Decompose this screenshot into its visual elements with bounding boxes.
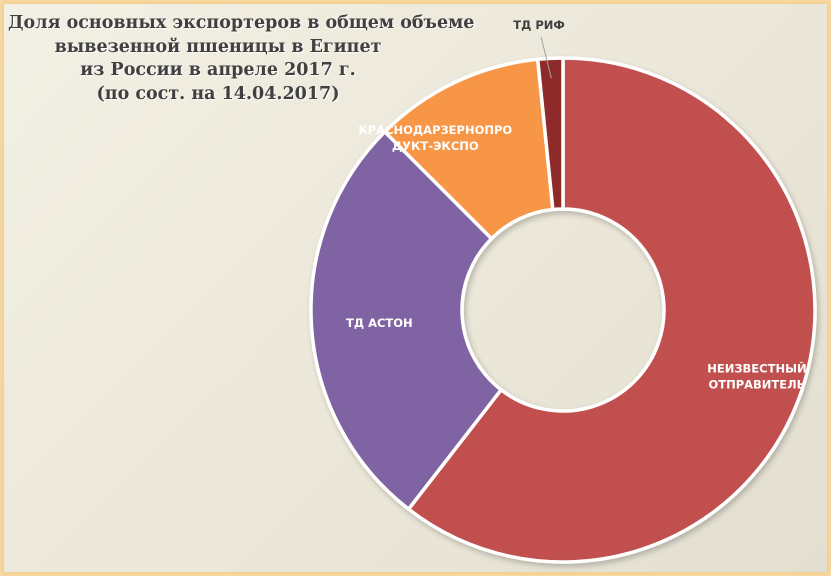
title-line-4: (по сост. на 14.04.2017)	[96, 83, 340, 104]
slice-1	[406, 56, 817, 564]
slice-label-3: КРАСНОДАРЗЕРНОПРО ДУКТ-ЭКСПО	[358, 123, 512, 153]
chart-title: Доля основных экспортеров в общем объеме…	[8, 12, 475, 106]
title-line-3: из России в апреле 2017 г.	[80, 60, 356, 80]
slice-label-2: ТД АСТОН	[346, 316, 413, 330]
slice-labels: НЕИЗВЕСТНЫЙ ОТПРАВИТЕЛЬ ТД АСТОН КРАСНОДАРЗ…	[346, 18, 807, 392]
donut-slices	[309, 56, 817, 564]
title-line-1: Доля основных экспортеров в общем объеме	[8, 13, 475, 33]
leader-line	[540, 36, 552, 79]
slice-label-1: НЕИЗВЕСТНЫЙ ОТПРАВИТЕЛЬ	[707, 360, 806, 391]
slice-3	[383, 57, 555, 241]
slice-label-4: ТД РИФ	[513, 18, 565, 32]
slice-2	[309, 130, 503, 511]
title-line-2: вывезенной пшеницы в Египет	[54, 36, 382, 57]
